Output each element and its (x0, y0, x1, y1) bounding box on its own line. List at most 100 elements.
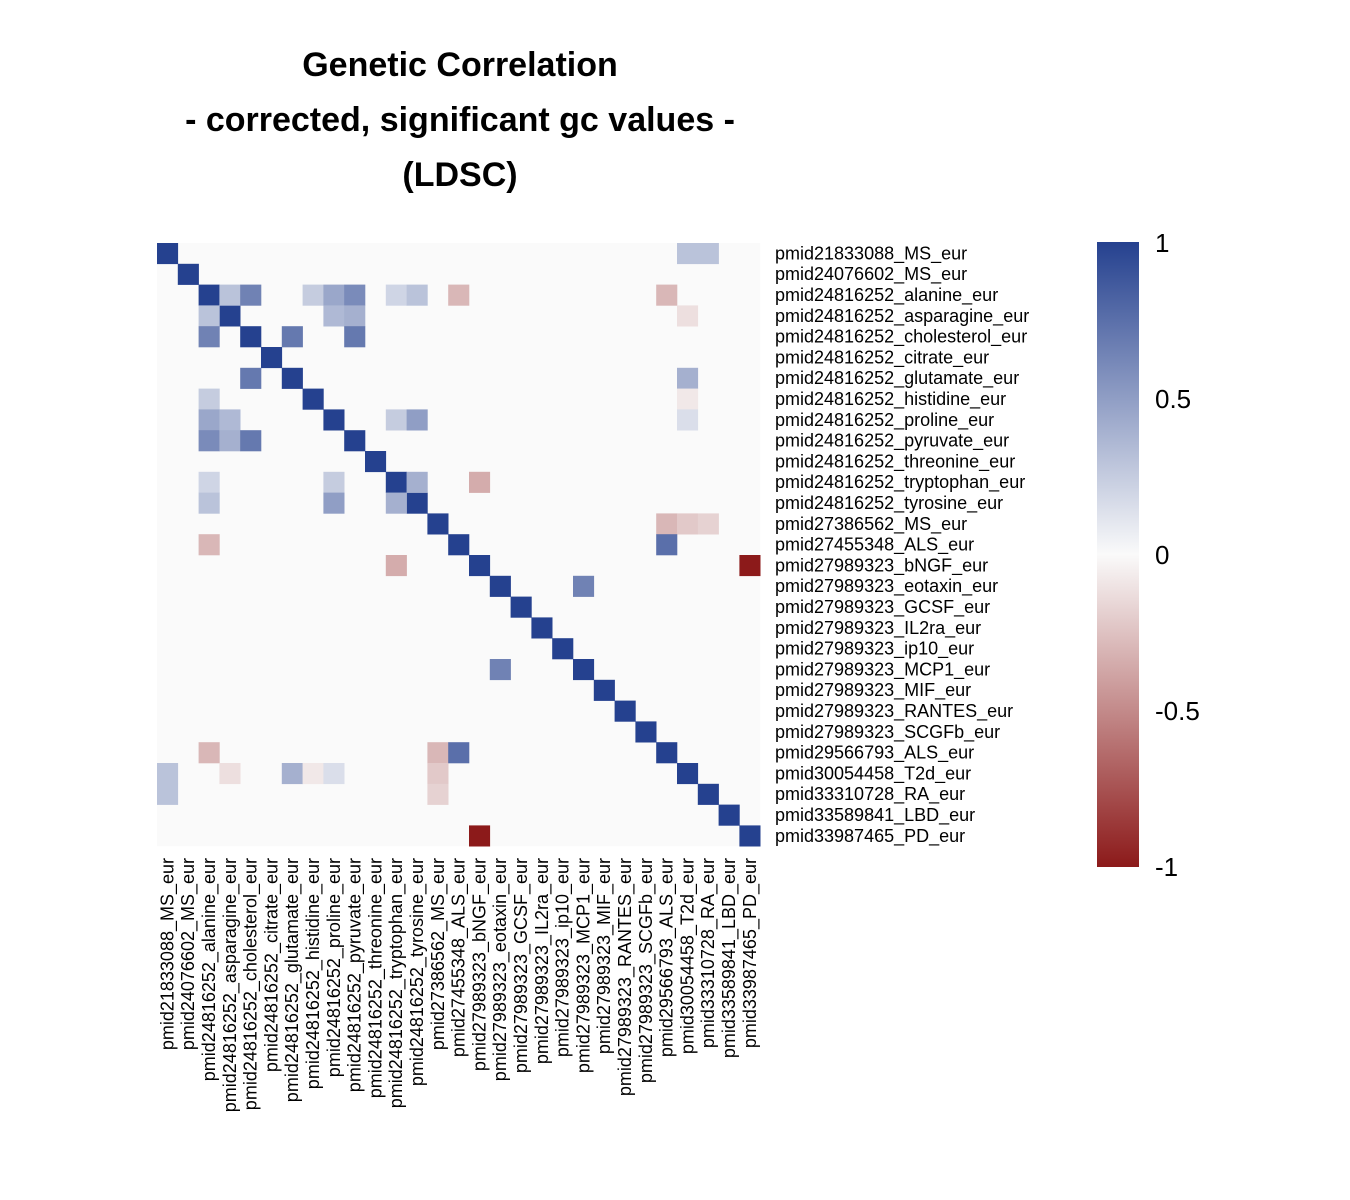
heatmap-cell (448, 742, 470, 764)
row-label: pmid27989323_MCP1_eur (775, 659, 990, 680)
heatmap-cell (635, 721, 657, 743)
column-label: pmid33310728_RA_eur (698, 858, 719, 1048)
heatmap-cell (198, 284, 220, 306)
heatmap-cell (427, 513, 449, 535)
row-label: pmid24816252_tryptophan_eur (775, 472, 1025, 493)
heatmap-cell (677, 243, 699, 265)
heatmap-cell (385, 284, 407, 306)
colorbar-tick-label: -0.5 (1155, 696, 1200, 726)
heatmap-cell (281, 326, 303, 348)
heatmap-cell (697, 783, 719, 805)
column-label: pmid27989323_MCP1_eur (573, 858, 594, 1073)
colorbar-tick-label: -1 (1155, 852, 1178, 882)
heatmap-cell (157, 243, 179, 265)
heatmap-cell (323, 763, 345, 785)
row-label: pmid24816252_threonine_eur (775, 451, 1015, 472)
column-label: pmid33589841_LBD_eur (719, 858, 740, 1058)
column-label: pmid24076602_MS_eur (178, 858, 199, 1050)
heatmap-cell (677, 367, 699, 389)
heatmap-cell (261, 347, 283, 369)
heatmap-cell (302, 763, 324, 785)
heatmap-cell (593, 679, 615, 701)
heatmap-cell (677, 513, 699, 535)
heatmap-cell (344, 284, 366, 306)
row-label: pmid24076602_MS_eur (775, 264, 967, 285)
row-label: pmid24816252_proline_eur (775, 410, 994, 431)
heatmap-cell (448, 534, 470, 556)
heatmap-cell (531, 617, 553, 639)
column-label: pmid29566793_ALS_eur (657, 858, 678, 1057)
heatmap-cell (427, 783, 449, 805)
column-label: pmid27989323_IL2ra_eur (532, 858, 553, 1064)
heatmap-cell (385, 492, 407, 514)
heatmap-cell (677, 388, 699, 410)
heatmap-cell (552, 638, 574, 660)
heatmap-cell (198, 326, 220, 348)
heatmap-cell (656, 284, 678, 306)
chart-title-line-1: Genetic Correlation (302, 46, 618, 84)
heatmap-cell (510, 596, 532, 618)
row-label: pmid24816252_tyrosine_eur (775, 493, 1003, 514)
column-label: pmid24816252_alanine_eur (199, 858, 220, 1081)
heatmap-cell (406, 471, 428, 493)
row-labels: pmid21833088_MS_eurpmid24076602_MS_eurpm… (775, 243, 1029, 846)
heatmap-cell (739, 555, 761, 577)
heatmap-cell (385, 555, 407, 577)
heatmap-cell (240, 430, 262, 452)
column-label: pmid27455348_ALS_eur (449, 858, 470, 1057)
column-label: pmid27989323_MIF_eur (594, 858, 615, 1054)
colorbar-tick-label: 0 (1155, 540, 1169, 570)
heatmap-cell (302, 284, 324, 306)
heatmap-cells (157, 243, 761, 847)
heatmap-cell (697, 243, 719, 265)
column-label: pmid24816252_asparagine_eur (220, 858, 241, 1112)
heatmap-cell (344, 430, 366, 452)
column-label: pmid27989323_ip10_eur (553, 858, 574, 1057)
chart-title: Genetic Correlation - corrected, signifi… (0, 38, 920, 203)
chart-title-line-2: - corrected, significant gc values - (185, 101, 735, 139)
row-label: pmid27989323_eotaxin_eur (775, 576, 998, 597)
column-label: pmid24816252_glutamate_eur (282, 858, 303, 1102)
heatmap-cell (240, 284, 262, 306)
heatmap-cell (385, 409, 407, 431)
heatmap-cell (198, 492, 220, 514)
heatmap-cell (344, 326, 366, 348)
heatmap-cell (198, 388, 220, 410)
heatmap-cell (219, 763, 241, 785)
row-label: pmid24816252_glutamate_eur (775, 368, 1019, 389)
heatmap-cell (656, 534, 678, 556)
heatmap-cell (406, 409, 428, 431)
heatmap-cell (157, 783, 179, 805)
heatmap-cell (677, 305, 699, 327)
heatmap-cell (573, 575, 595, 597)
column-label: pmid30054458_T2d_eur (677, 858, 698, 1054)
heatmap-cell (614, 700, 636, 722)
row-label: pmid27989323_MIF_eur (775, 680, 971, 701)
row-label: pmid27989323_GCSF_eur (775, 597, 990, 618)
row-label: pmid27989323_ip10_eur (775, 639, 974, 660)
heatmap-cell (406, 492, 428, 514)
heatmap-cell (489, 659, 511, 681)
heatmap-cell (219, 430, 241, 452)
heatmap-cell (469, 471, 491, 493)
row-label: pmid30054458_T2d_eur (775, 763, 971, 784)
heatmap-cell (489, 575, 511, 597)
row-label: pmid24816252_pyruvate_eur (775, 431, 1009, 452)
row-label: pmid27989323_bNGF_eur (775, 555, 988, 576)
row-label: pmid24816252_cholesterol_eur (775, 327, 1027, 348)
heatmap-cell (365, 451, 387, 473)
heatmap-cell (469, 555, 491, 577)
heatmap-cell (427, 763, 449, 785)
heatmap-cell (198, 471, 220, 493)
heatmap-cell (344, 305, 366, 327)
heatmap-cell (406, 284, 428, 306)
column-label: pmid27989323_RANTES_eur (615, 858, 636, 1096)
column-label: pmid24816252_citrate_eur (261, 858, 282, 1072)
heatmap-cell (469, 825, 491, 847)
heatmap-cell (677, 763, 699, 785)
heatmap-cell (240, 326, 262, 348)
row-label: pmid27386562_MS_eur (775, 514, 967, 535)
row-label: pmid33310728_RA_eur (775, 784, 965, 805)
column-label: pmid24816252_tryptophan_eur (386, 858, 407, 1108)
